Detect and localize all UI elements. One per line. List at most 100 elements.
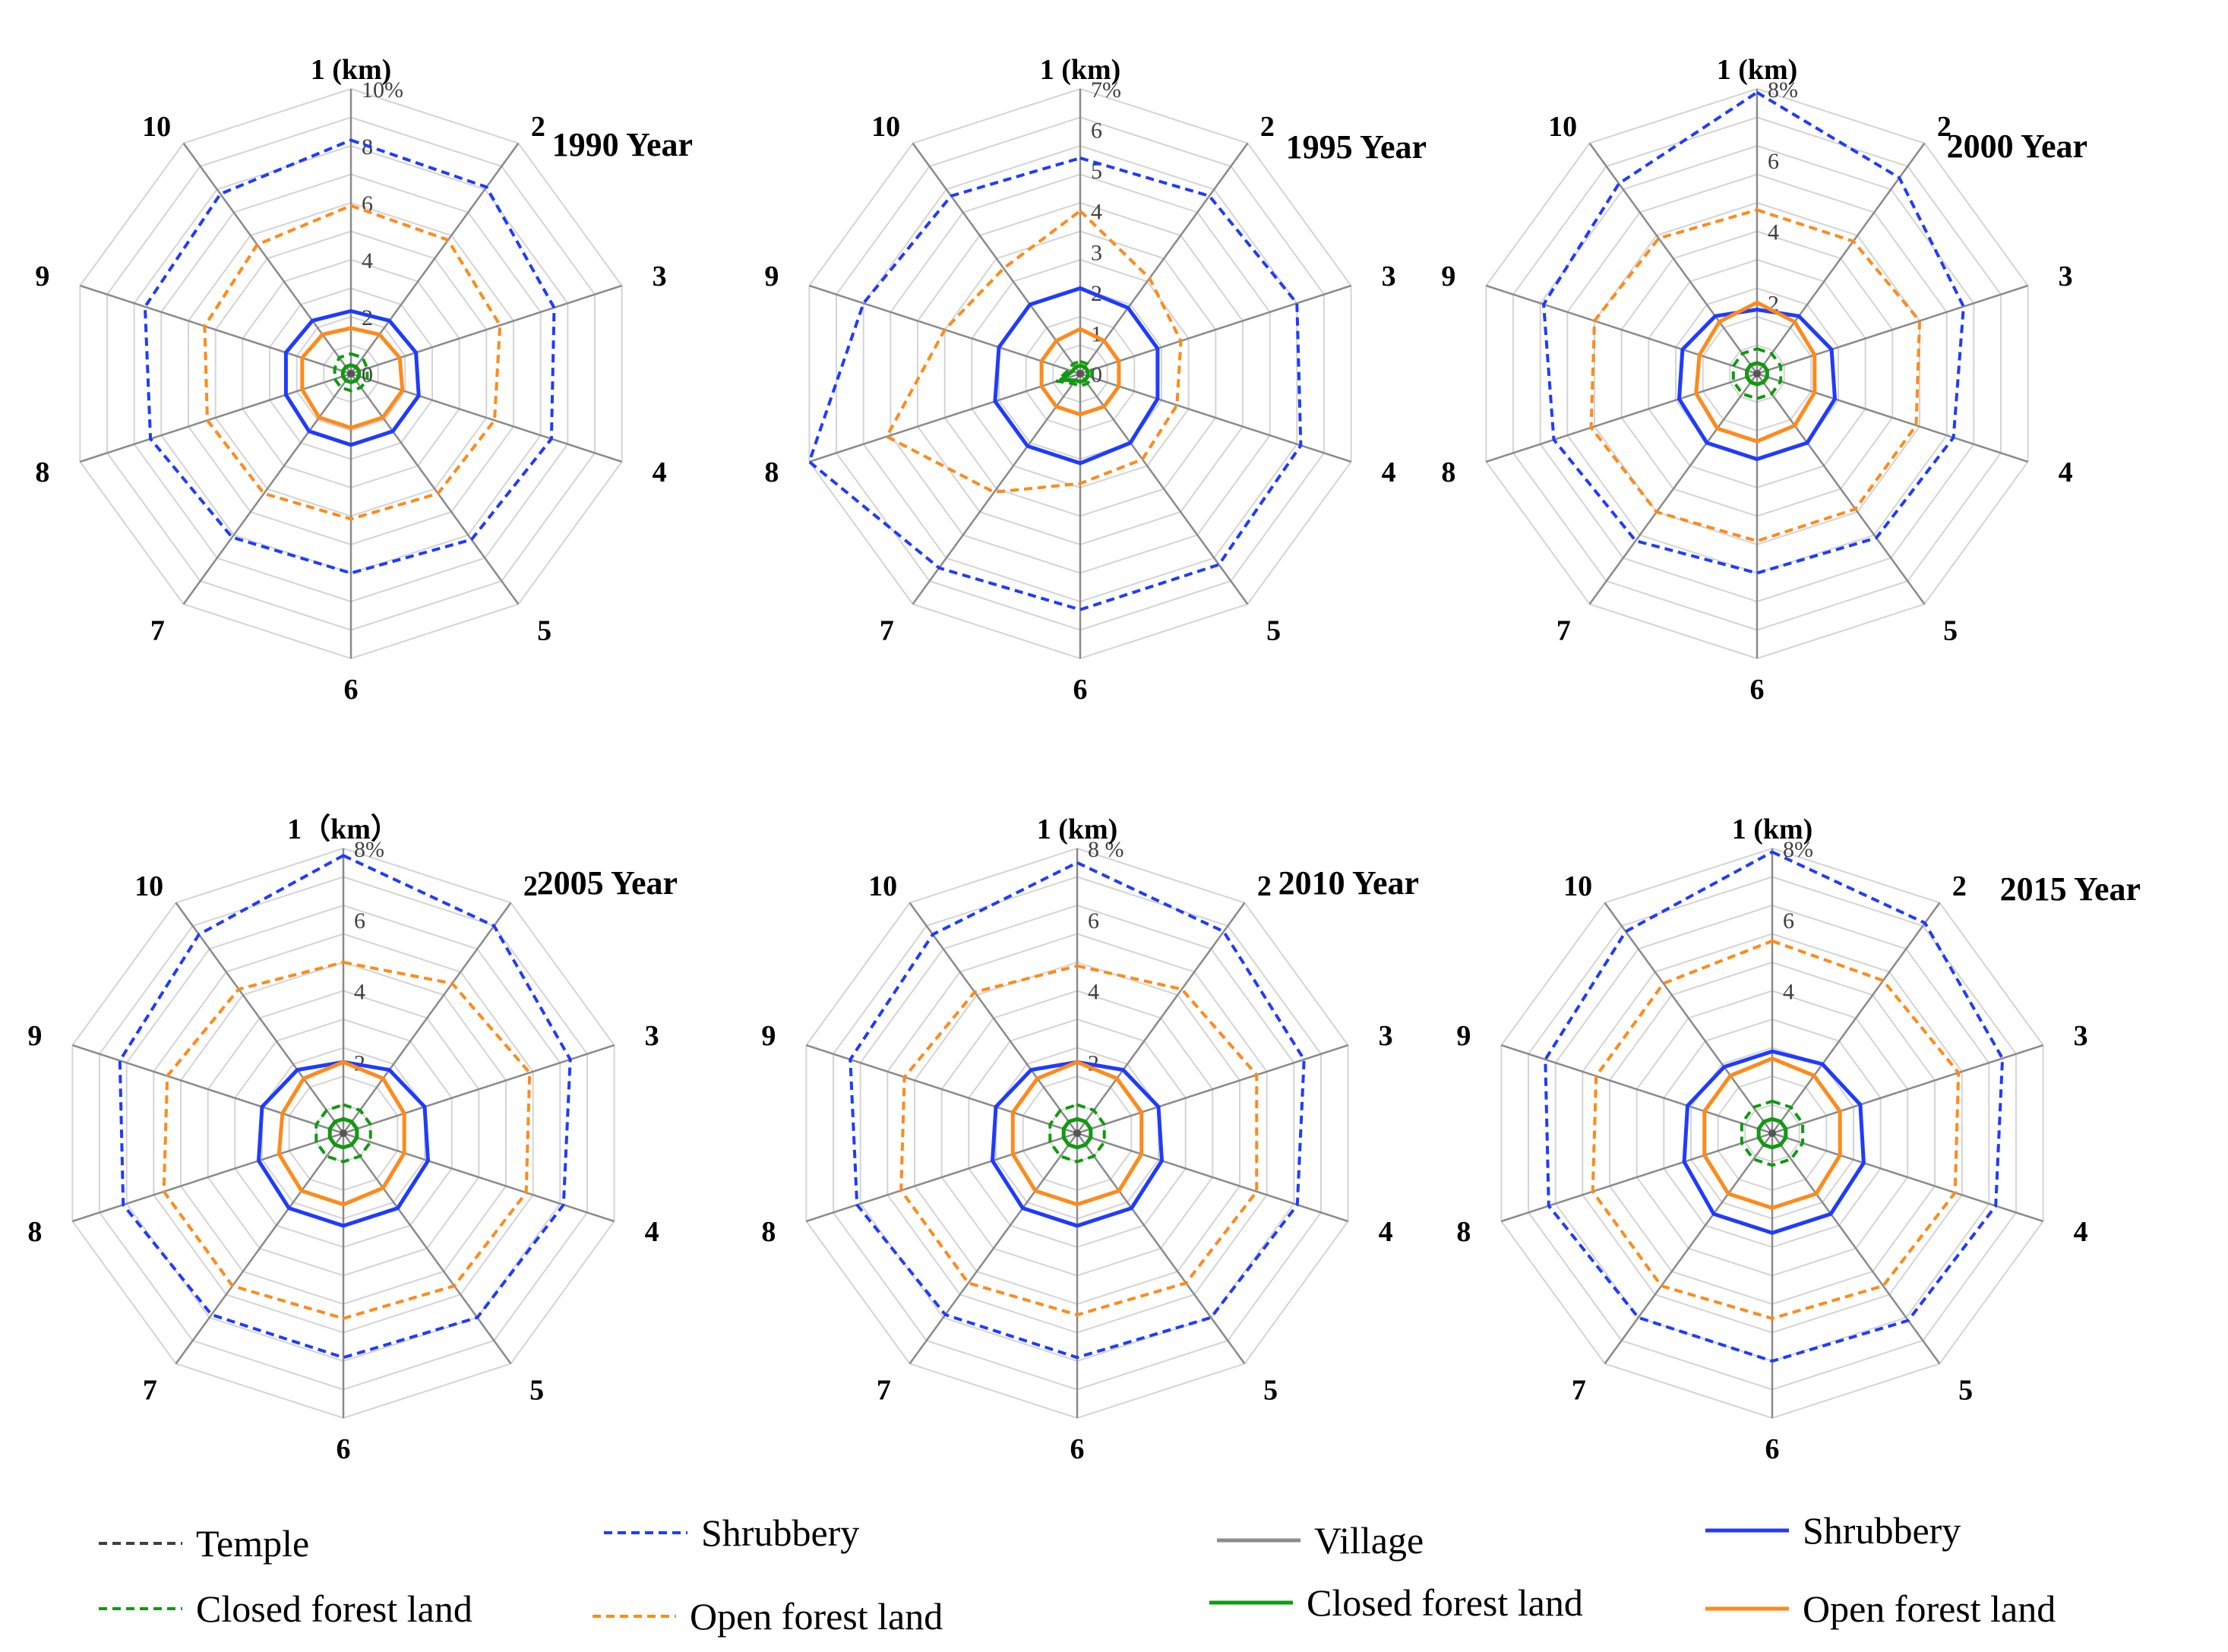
spoke-line [1756, 142, 1926, 374]
center-point [1768, 1129, 1776, 1137]
series-village-shrubbery [991, 1060, 1164, 1228]
center-point [340, 1129, 347, 1137]
spoke-label: 7 [143, 1374, 157, 1406]
series-temple-shrubbery [1542, 90, 1965, 575]
series-temple-open-forest-land [899, 964, 1259, 1317]
series-village-closed-forest-land [327, 1117, 359, 1150]
spoke-label: 4 [645, 1216, 659, 1248]
tick-label: 8% [1768, 77, 1798, 103]
spoke-label: 4 [653, 456, 667, 488]
series-village-shrubbery [1682, 1049, 1866, 1235]
spoke-line [1486, 372, 1758, 463]
spoke-line [80, 372, 352, 463]
spoke-label: 9 [761, 1020, 776, 1052]
spoke-line [1588, 373, 1759, 605]
spoke-label: 6 [1750, 674, 1765, 706]
spoke-label: 2 [531, 111, 545, 143]
tick-label: 3 [1091, 240, 1102, 265]
spoke-label: 1 (km) [1732, 813, 1813, 845]
spoke-label: 5 [1943, 614, 1958, 646]
spoke-label: 3 [2059, 261, 2073, 292]
series-village-open-forest-land [1702, 1057, 1842, 1210]
series-village-shrubbery [283, 309, 421, 447]
spoke-label: 10 [1548, 111, 1577, 143]
spoke-label: 1 (km) [311, 54, 392, 86]
spoke-line [909, 902, 1079, 1134]
spoke-label: 4 [2059, 456, 2073, 488]
spoke-label: 8 [27, 1216, 42, 1248]
spoke-label: 3 [1379, 1020, 1393, 1052]
series-temple-closed-forest-land [1731, 347, 1783, 400]
spoke-label: 10 [134, 870, 163, 902]
spoke-label: 7 [1556, 614, 1571, 646]
spoke-label: 9 [27, 1020, 42, 1052]
spoke-label: 7 [877, 1374, 891, 1406]
legend-item: Open forest land [593, 1595, 943, 1638]
series-village-closed-forest-land [340, 363, 362, 384]
legend-item: Closed forest land [1209, 1581, 1583, 1624]
spoke-line [1588, 142, 1759, 374]
spoke-label: 5 [1958, 1374, 1973, 1406]
series-temple-open-forest-land [1589, 208, 1921, 543]
series-temple-open-forest-land [203, 204, 502, 521]
spoke-label: 3 [645, 1020, 659, 1052]
spoke-label: 4 [2074, 1216, 2088, 1248]
spoke-line [1604, 902, 1774, 1134]
spoke-label: 9 [1456, 1020, 1471, 1052]
tick-label: 6 [1783, 908, 1794, 933]
legend: Temple Shrubbery Village Shrubbery Closed fo… [99, 1509, 2056, 1638]
series-temple-open-forest-land [1591, 939, 1961, 1320]
series-temple-closed-forest-land [314, 1103, 372, 1164]
spoke-line [182, 142, 352, 374]
legend-item: Closed forest land [99, 1587, 472, 1630]
year-label: 1990 Year [552, 126, 693, 163]
year-label: 1995 Year [1286, 128, 1427, 166]
tick-label: 6 [354, 908, 365, 933]
spoke-label: 5 [1266, 614, 1281, 646]
spoke-line [1486, 284, 1758, 375]
series-temple-shrubbery [1544, 850, 2005, 1363]
tick-label: 4 [1768, 220, 1779, 245]
center-point [347, 370, 355, 377]
tick-label: 0 [1091, 362, 1102, 387]
spoke-label: 7 [880, 614, 894, 646]
legend-label: Open forest land [690, 1595, 943, 1638]
spoke-line [1771, 1132, 1941, 1365]
spoke-line [1756, 373, 1926, 605]
series-temple-shrubbery [849, 861, 1306, 1360]
charts-layer: 10% 8 6 4 2 0 1 (km) 2 3 4 5 6 7 8 9 10 1990 Year 7% 6 5 4 3 2… [27, 54, 2141, 1465]
spoke-line [342, 1132, 512, 1365]
spoke-line [1604, 1132, 1774, 1365]
spoke-label: 8 [761, 1216, 776, 1248]
spoke-label: 7 [1572, 1374, 1586, 1406]
spoke-line [1076, 1044, 1348, 1135]
spoke-label: 9 [764, 261, 779, 292]
spoke-label: 3 [1382, 261, 1396, 292]
series-village-shrubbery [257, 1060, 430, 1228]
legend-item: Village [1217, 1519, 1424, 1562]
spoke-line [909, 1132, 1079, 1365]
spoke-line [350, 284, 622, 375]
spoke-line [175, 1132, 345, 1365]
spoke-line [1079, 373, 1249, 605]
series-village-closed-forest-land [1745, 361, 1769, 387]
spoke-label: 1 (km) [1040, 54, 1121, 86]
spoke-line [72, 1132, 344, 1223]
spoke-label: 5 [529, 1374, 544, 1406]
spoke-line [1079, 142, 1249, 374]
legend-label: Temple [196, 1522, 309, 1565]
series-temple-closed-forest-land [333, 352, 369, 393]
legend-item: Open forest land [1705, 1587, 2056, 1630]
spoke-line [343, 1132, 615, 1223]
series-village-open-forest-land [1694, 300, 1817, 444]
legend-item: Shrubbery [1705, 1509, 1961, 1552]
spoke-label: 3 [653, 261, 667, 292]
series-temple-shrubbery [807, 156, 1303, 611]
tick-label: 4 [1783, 980, 1794, 1005]
spoke-line [912, 373, 1082, 605]
spoke-label: 10 [871, 111, 900, 143]
spoke-label: 9 [35, 261, 49, 292]
